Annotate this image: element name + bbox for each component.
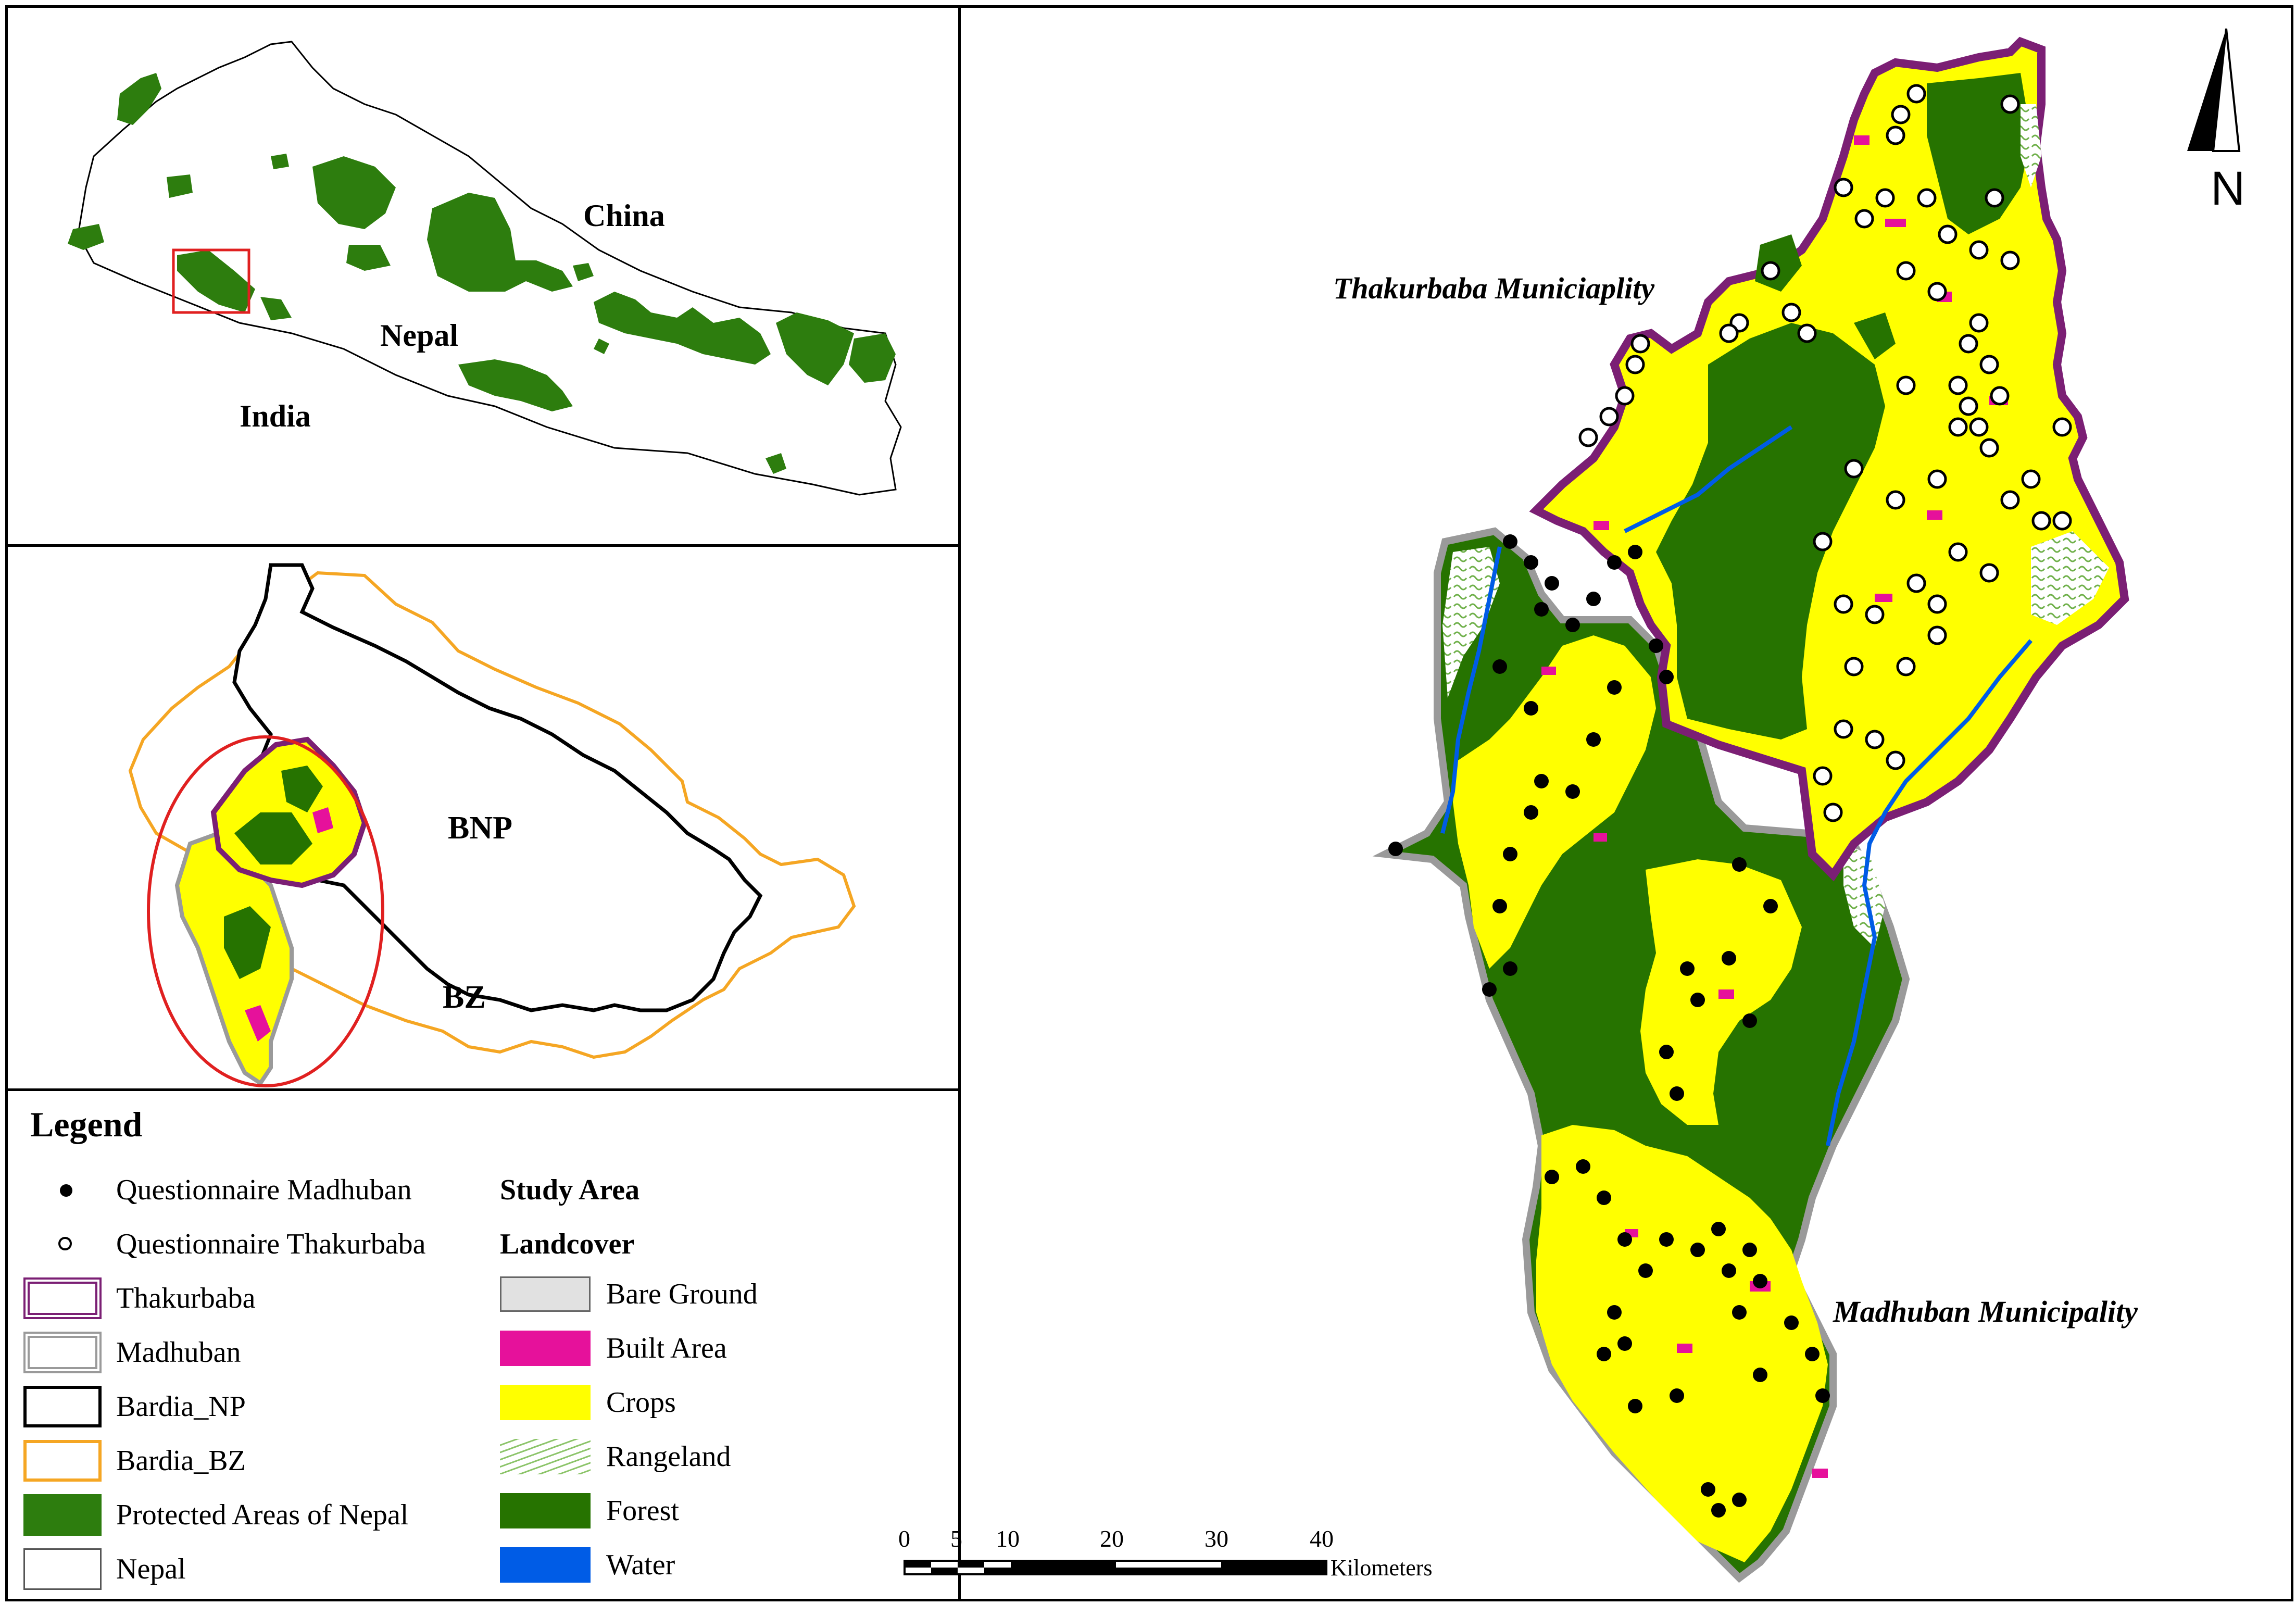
scale-tick-40: 40 [1310, 1525, 1334, 1552]
legend-item-built-area: Built Area [500, 1325, 727, 1372]
legend-item-bare-ground: Bare Ground [500, 1271, 758, 1318]
legend-item-protected-areas: Protected Areas of Nepal [23, 1492, 408, 1538]
landcover-heading: Landcover [500, 1228, 635, 1260]
built-area-swatch [500, 1331, 591, 1366]
legend-label: Rangeland [606, 1440, 731, 1473]
questionnaire-thakurbaba-points [1578, 84, 2072, 822]
scale-unit: Kilometers [1331, 1555, 1433, 1581]
legend-label: Bardia_NP [116, 1390, 246, 1423]
label-china: China [583, 198, 665, 233]
legend-item-rangeland: Rangeland [500, 1433, 731, 1480]
legend-label: Bardia_BZ [116, 1445, 246, 1477]
hollow-dot-icon [23, 1223, 102, 1265]
rivers [1440, 425, 2033, 1146]
legend-item-madhuban: Madhuban [23, 1329, 241, 1376]
scale-bar [904, 1560, 1327, 1575]
legend-item-thakurbaba: Thakurbaba [23, 1275, 255, 1322]
scale-tick-5: 5 [950, 1525, 962, 1552]
rangeland-swatch [500, 1439, 591, 1474]
scale-tick-0: 0 [898, 1525, 910, 1552]
legend-label: Nepal [116, 1553, 186, 1585]
filled-dot-icon [23, 1169, 102, 1211]
study-area-highlight-ellipse [147, 735, 384, 1087]
legend-label: Forest [606, 1495, 679, 1527]
label-nepal: Nepal [380, 318, 458, 353]
legend-item-nepal: Nepal [23, 1546, 186, 1593]
legend-label: Thakurbaba [116, 1282, 256, 1314]
legend-label: Madhuban [116, 1336, 241, 1369]
grey-outline-icon [23, 1332, 102, 1373]
legend-heading-landcover: Landcover [500, 1221, 634, 1268]
bardia-study-area-mini [174, 736, 368, 1086]
crops-swatch [500, 1385, 591, 1420]
study-area-heading: Study Area [500, 1174, 640, 1206]
scale-tick-10: 10 [996, 1525, 1020, 1552]
orange-outline-icon [23, 1440, 102, 1482]
legend-label: Water [606, 1549, 675, 1581]
north-arrow-icon [2187, 28, 2241, 152]
scale-tick-20: 20 [1100, 1525, 1124, 1552]
bardia-buffer-zone [128, 571, 856, 1059]
protected-areas-nepal [68, 73, 896, 474]
label-thakurbaba-municipality: Thakurbaba Municiaplity [1333, 271, 1655, 305]
purple-outline-icon [23, 1277, 102, 1319]
label-india: India [240, 399, 311, 433]
legend-label: Built Area [606, 1332, 727, 1364]
legend-label: Crops [606, 1386, 676, 1419]
questionnaire-madhuban-points [1388, 534, 1830, 1518]
label-madhuban-municipality: Madhuban Municipality [1833, 1295, 2138, 1329]
label-bnp: BNP [448, 810, 512, 846]
legend-item-questionnaire-thakurbaba: Questionnaire Thakurbaba [23, 1221, 426, 1268]
scale-tick-30: 30 [1205, 1525, 1228, 1552]
legend-item-questionnaire-madhuban: Questionnaire Madhuban [23, 1167, 412, 1213]
bare-ground-swatch [500, 1276, 591, 1312]
legend-title: Legend [30, 1105, 143, 1144]
black-outline-icon [23, 1386, 102, 1427]
north-arrow-label: N [2211, 162, 2245, 215]
legend-item-bardia-np: Bardia_NP [23, 1383, 246, 1430]
main-map-frame [958, 5, 2293, 1601]
legend-item-forest: Forest [500, 1487, 679, 1534]
study-area-highlight-box [172, 248, 250, 314]
legend-label: Questionnaire Madhuban [116, 1174, 412, 1206]
legend-item-crops: Crops [500, 1379, 676, 1426]
label-bz: BZ [443, 980, 486, 1015]
legend-label: Questionnaire Thakurbaba [116, 1228, 426, 1260]
white-fill-icon [23, 1548, 102, 1590]
legend-item-water: Water [500, 1542, 675, 1588]
green-fill-icon [23, 1494, 102, 1536]
forest-swatch [500, 1493, 591, 1528]
water-swatch [500, 1547, 591, 1583]
legend-heading-study-area: Study Area [500, 1167, 639, 1213]
legend-item-bardia-bz: Bardia_BZ [23, 1437, 246, 1484]
legend-label: Protected Areas of Nepal [116, 1499, 409, 1531]
legend-label: Bare Ground [606, 1278, 758, 1310]
